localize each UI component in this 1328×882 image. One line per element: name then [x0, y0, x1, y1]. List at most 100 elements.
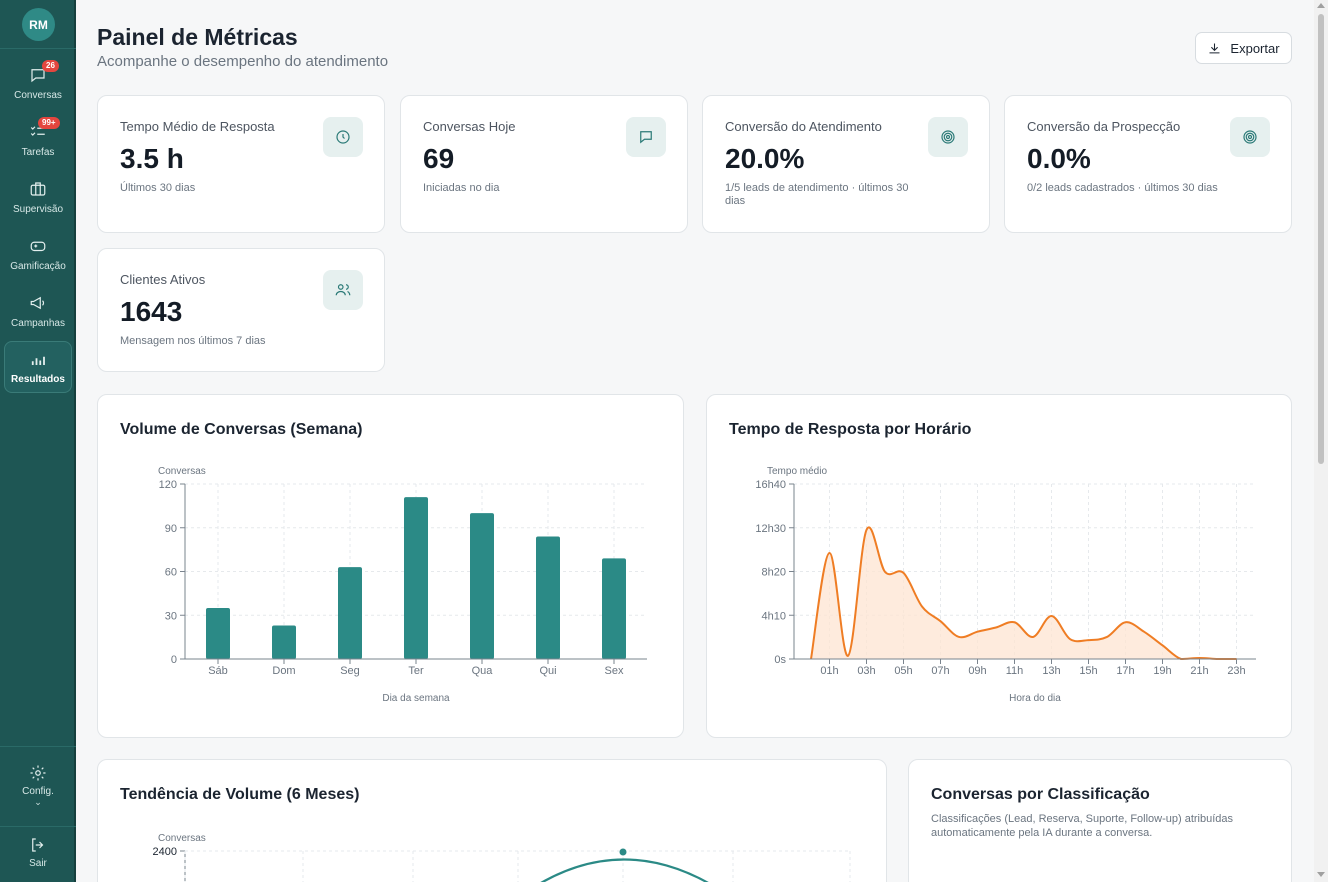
sidebar-item-supervisao[interactable]: Supervisão [4, 172, 72, 224]
chart-title: Tendência de Volume (6 Meses) [120, 786, 360, 803]
logout-icon [32, 838, 44, 852]
scrollbar[interactable] [1314, 0, 1328, 882]
x-tick-label: 03h [857, 665, 875, 677]
x-tick-label: 17h [1116, 665, 1134, 677]
kpi-value: 20.0% [725, 143, 805, 174]
bar-chart-icon [31, 356, 45, 365]
kpi-label: Clientes Ativos [120, 272, 206, 287]
x-tick-label: Ter [408, 665, 424, 677]
x-tick-label: Dom [272, 665, 295, 677]
page-title: Painel de Métricas [97, 24, 298, 50]
x-axis-label: Dia da semana [382, 693, 450, 704]
classification-card: Conversas por Classificação Classificaçõ… [908, 759, 1292, 882]
x-tick-label: Sáb [208, 665, 228, 677]
task-list-icon [30, 126, 45, 136]
sidebar-item-label: Tarefas [21, 147, 55, 158]
kpi-note: Últimos 30 dias [120, 182, 196, 194]
sidebar-item-resultados[interactable]: Resultados [4, 341, 72, 393]
briefcase-icon [30, 182, 46, 196]
x-tick-label: Qua [472, 665, 494, 677]
scroll-down-arrow[interactable] [1317, 872, 1325, 877]
gamepad-icon [30, 241, 46, 252]
kpi-value: 0.0% [1027, 143, 1091, 174]
area-chart: Tempo médio 0s 4h10 8h20 12h30 16h40 01h 03h 05h… [755, 466, 1256, 704]
sidebar-divider [0, 746, 76, 747]
y-axis-label: Tempo médio [767, 466, 827, 477]
kpi-note: Mensagem nos últimos 7 dias [120, 335, 266, 347]
chart-description: Classificações (Lead, Reserva, Suporte, … [931, 813, 1234, 839]
chevron-down-icon: ⌄ [34, 797, 42, 807]
gear-icon [30, 765, 46, 781]
bar [272, 625, 296, 659]
chart-title: Tempo de Resposta por Horário [729, 421, 972, 438]
users-icon [323, 270, 363, 310]
y-tick-label: 4h10 [762, 610, 786, 622]
megaphone-icon [30, 296, 45, 310]
sidebar-divider [0, 48, 76, 49]
kpi-note: 0/2 leads cadastrados · últimos 30 dias [1027, 182, 1218, 194]
bar [338, 567, 362, 659]
y-tick-label: 12h30 [755, 523, 786, 535]
x-tick-label: 15h [1079, 665, 1097, 677]
export-button[interactable]: Exportar [1195, 32, 1292, 64]
y-axis-label: Conversas [158, 833, 206, 844]
sidebar-divider [0, 826, 76, 827]
sidebar-item-label: Resultados [11, 374, 65, 385]
sidebar-item-campanhas[interactable]: Campanhas [4, 286, 72, 338]
y-axis-label: Conversas [158, 466, 206, 477]
series-line [810, 526, 1237, 661]
y-tick-label: 30 [165, 610, 177, 622]
area-fill [811, 527, 1237, 659]
clock-icon [323, 117, 363, 157]
series-line [540, 858, 709, 882]
trend-chart: Conversas 2400 [153, 833, 851, 882]
message-icon [31, 69, 45, 83]
y-tick-label: 120 [159, 479, 177, 491]
chart-card-volume-semana: Volume de Conversas (Semana) Conversas 0 3… [97, 394, 684, 738]
sidebar-item-sair[interactable]: Sair [4, 828, 72, 880]
kpi-card-tempo-medio: Tempo Médio de Resposta 3.5 h Últimos 30… [97, 95, 385, 233]
x-tick-label: 07h [931, 665, 949, 677]
bar [206, 607, 230, 659]
y-tick-label: 16h40 [755, 479, 786, 491]
avatar[interactable]: RM [22, 8, 55, 41]
sidebar-item-label: Config. [22, 786, 54, 797]
y-tick-label: 0s [774, 654, 786, 666]
y-tick-label: 60 [165, 567, 177, 579]
y-tick-label: 8h20 [762, 567, 786, 579]
kpi-card-conversao-atendimento: Conversão do Atendimento 20.0% 1/5 leads… [702, 95, 990, 233]
kpi-label: Conversão da Prospecção [1027, 119, 1181, 134]
x-tick-label: Seg [340, 665, 360, 677]
x-tick-label: 21h [1190, 665, 1208, 677]
sidebar-item-config[interactable]: Config. ⌄ [4, 756, 72, 808]
x-tick-label: Qui [539, 665, 556, 677]
bar-chart: Conversas 0 30 60 90 120 Sáb Dom Seg Ter Qua Qui Sex… [158, 466, 647, 704]
kpi-note: 1/5 leads de atendimento · últimos 30 di… [725, 182, 909, 207]
bar [536, 536, 560, 659]
chart-title: Volume de Conversas (Semana) [120, 421, 363, 438]
sidebar-item-label: Supervisão [12, 204, 64, 215]
target-icon [928, 117, 968, 157]
x-tick-label: 13h [1042, 665, 1060, 677]
kpi-label: Conversão do Atendimento [725, 119, 882, 134]
data-point [619, 848, 627, 856]
sidebar-item-tarefas[interactable]: 99+ Tarefas [4, 115, 72, 167]
target-icon [1230, 117, 1270, 157]
sidebar-item-conversas[interactable]: 26 Conversas [4, 58, 72, 110]
kpi-label: Conversas Hoje [423, 119, 516, 134]
scroll-thumb[interactable] [1318, 14, 1324, 464]
chart-card-tendencia: Tendência de Volume (6 Meses) Conversas 2… [97, 759, 887, 882]
page-subtitle: Acompanhe o desempenho do atendimento [97, 53, 389, 70]
bar [470, 513, 494, 659]
tarefas-badge: 99+ [38, 117, 60, 129]
scroll-up-arrow[interactable] [1317, 3, 1325, 8]
sidebar-item-label: Gamificação [10, 261, 66, 272]
sidebar-item-label: Sair [29, 858, 47, 869]
kpi-card-conversao-prospeccao: Conversão da Prospecção 0.0% 0/2 leads c… [1004, 95, 1292, 233]
x-tick-label: 19h [1153, 665, 1171, 677]
x-axis-label: Hora do dia [1009, 693, 1061, 704]
bar [404, 497, 428, 659]
kpi-card-clientes-ativos: Clientes Ativos 1643 Mensagem nos último… [97, 248, 385, 372]
sidebar: RM 26 Conversas 99+ Tarefas Supervisão G… [0, 0, 76, 882]
sidebar-item-gamificacao[interactable]: Gamificação [4, 229, 72, 281]
